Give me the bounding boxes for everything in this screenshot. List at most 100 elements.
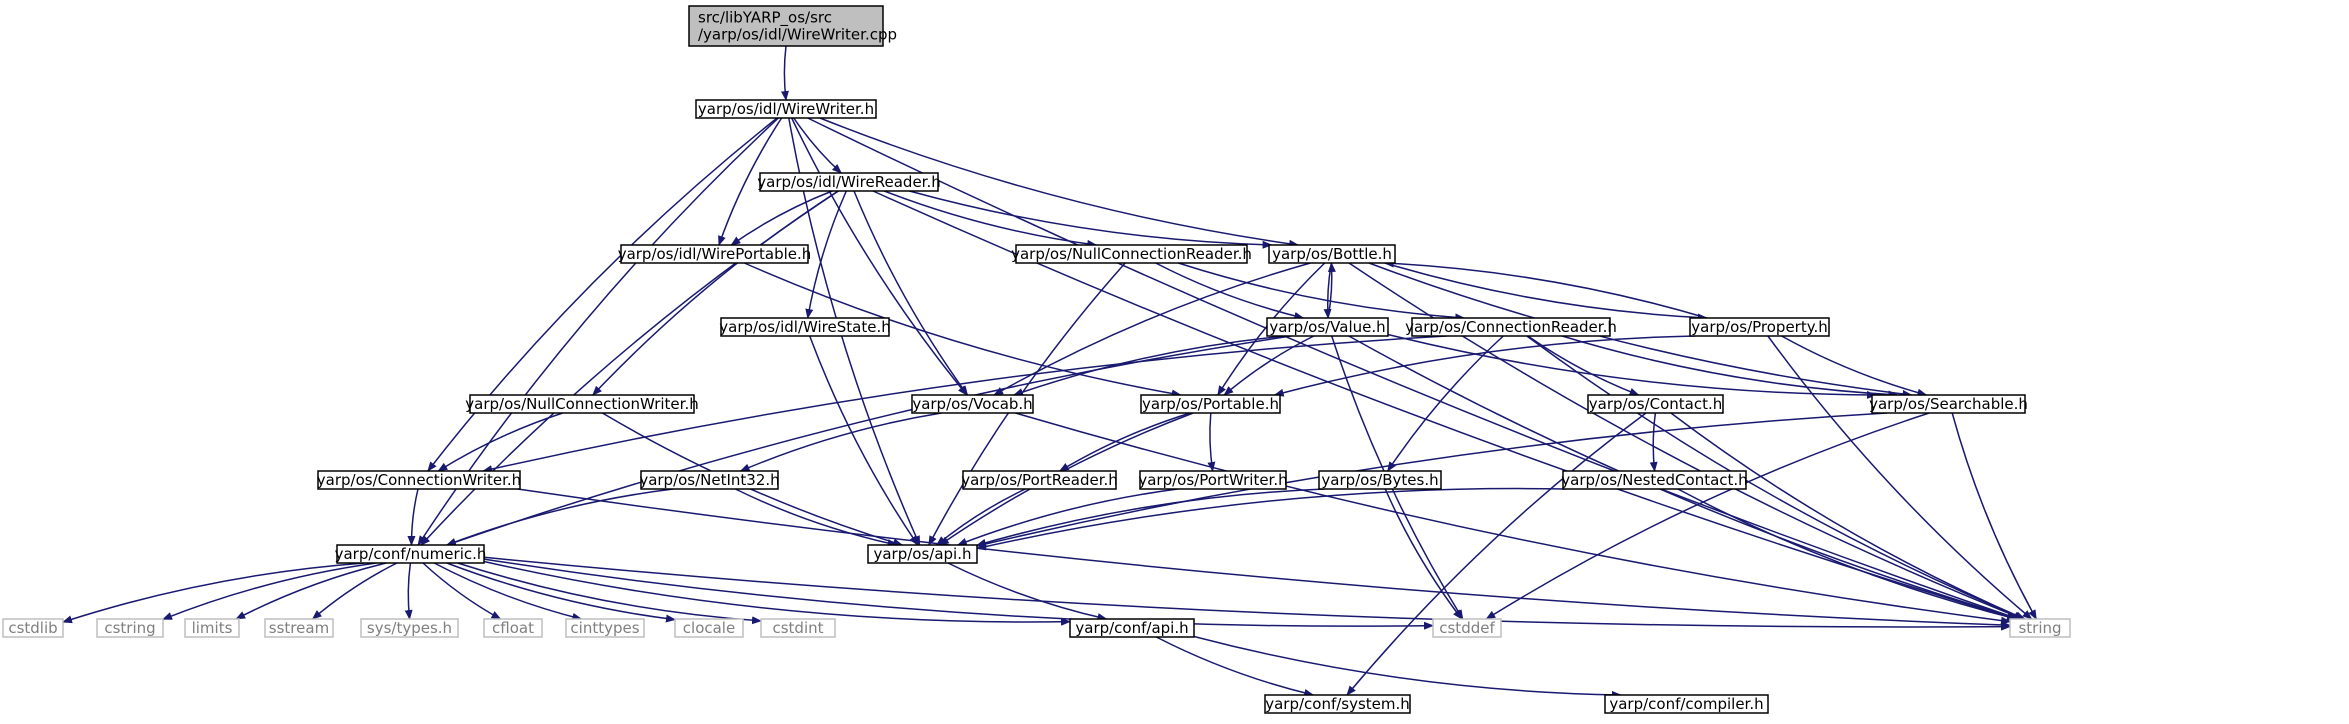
edge-connreader-to-bytes: [1387, 335, 1504, 472]
node-box-nestedcontact: [1562, 470, 1747, 490]
node-box-systypes: [360, 618, 459, 638]
node-portreader[interactable]: yarp/os/PortReader.h: [961, 470, 1118, 490]
edge-numeric-to-clocale: [446, 562, 676, 623]
edge-numeric-to-confapi: [483, 560, 1071, 626]
node-box-contact: [1587, 394, 1724, 414]
edge-nullconnwriter-to-connwriter: [437, 412, 563, 472]
edge-wirewriter-to-connwriter: [427, 117, 778, 472]
node-label-cstdlib: cstdlib: [8, 619, 57, 637]
node-box-portreader: [962, 470, 1117, 490]
node-box-wirereader: [759, 172, 939, 192]
node-box-bottle: [1268, 244, 1396, 264]
node-contact[interactable]: yarp/os/Contact.h: [1587, 394, 1724, 414]
node-box-osapi: [867, 544, 978, 564]
node-osapi[interactable]: yarp/os/api.h: [867, 544, 978, 564]
node-clocale: clocale: [674, 618, 744, 638]
edge-nestedcontact-to-osapi: [976, 487, 1566, 551]
node-label-cinttypes: cinttypes: [570, 619, 639, 637]
edge-wirestate-to-osapi: [808, 335, 919, 546]
node-searchable[interactable]: yarp/os/Searchable.h: [1869, 394, 2028, 414]
edge-numeric-to-cstdint: [457, 562, 762, 625]
node-box-cstddef: [1432, 618, 1502, 638]
node-system[interactable]: yarp/conf/system.h: [1264, 694, 1411, 714]
node-portwriter[interactable]: yarp/os/PortWriter.h: [1138, 470, 1288, 490]
node-bytes[interactable]: yarp/os/Bytes.h: [1318, 470, 1442, 490]
edge-netint32-to-numeric: [445, 488, 674, 546]
edge-connreader-to-contact: [1527, 335, 1640, 396]
edge-value-to-portable: [1223, 335, 1315, 396]
node-box-netint32: [640, 470, 779, 490]
node-wirestate[interactable]: yarp/os/idl/WireState.h: [719, 317, 891, 337]
node-box-searchable: [1871, 394, 2026, 414]
node-label-portreader: yarp/os/PortReader.h: [961, 471, 1118, 489]
node-box-connreader: [1411, 317, 1611, 337]
edge-value-to-searchable: [1387, 333, 1877, 399]
node-connwriter[interactable]: yarp/os/ConnectionWriter.h: [317, 470, 521, 490]
node-netint32[interactable]: yarp/os/NetInt32.h: [639, 470, 780, 490]
edge-netint32-to-osapi: [735, 488, 898, 547]
node-box-nullconnreader: [1015, 244, 1248, 264]
edge-numeric-to-systypes: [404, 562, 413, 620]
node-box-numeric: [336, 544, 485, 564]
node-compiler[interactable]: yarp/conf/compiler.h: [1604, 694, 1769, 714]
node-label-cstring: cstring: [104, 619, 155, 637]
edge-vocab-to-netint32: [739, 412, 942, 472]
node-label-value: yarp/os/Value.h: [1269, 318, 1385, 336]
node-box-compiler: [1604, 694, 1769, 714]
node-property[interactable]: yarp/os/Property.h: [1689, 317, 1830, 337]
node-label-searchable: yarp/os/Searchable.h: [1869, 395, 2028, 413]
node-cfloat: cfloat: [483, 618, 543, 638]
node-systypes: sys/types.h: [360, 618, 459, 638]
edge-contact-to-nestedcontact: [1649, 412, 1658, 472]
node-box-cinttypes: [565, 618, 645, 638]
edge-contact-to-system: [1346, 412, 1647, 696]
node-label-property: yarp/os/Property.h: [1691, 318, 1827, 336]
edge-property-to-searchable: [1781, 335, 1928, 397]
node-value[interactable]: yarp/os/Value.h: [1266, 317, 1389, 337]
edge-bytes-to-cstddef: [1384, 488, 1463, 620]
edge-value-to-bottle: [1327, 262, 1336, 319]
edge-bottle-to-searchable: [1368, 262, 1913, 398]
node-box-wireportable: [620, 244, 809, 264]
node-nullconnwriter[interactable]: yarp/os/NullConnectionWriter.h: [465, 394, 699, 414]
edge-numeric-to-sstream: [311, 562, 398, 620]
edge-connreader-to-string: [1526, 335, 2026, 620]
node-vocab[interactable]: yarp/os/Vocab.h: [911, 394, 1034, 414]
node-label-portwriter: yarp/os/PortWriter.h: [1138, 471, 1287, 489]
edge-wirereader-to-vocab: [853, 190, 969, 396]
node-label-connreader: yarp/os/ConnectionReader.h: [1405, 318, 1617, 336]
node-label-confapi: yarp/conf/api.h: [1075, 619, 1188, 637]
edge-portable-to-portreader: [1058, 412, 1191, 472]
node-wireportable[interactable]: yarp/os/idl/WirePortable.h: [618, 244, 812, 264]
node-bottle[interactable]: yarp/os/Bottle.h: [1268, 244, 1396, 264]
node-wirewriter[interactable]: yarp/os/idl/WireWriter.h: [695, 99, 877, 119]
node-box-cstdlib: [2, 618, 64, 638]
edge-wirereader-to-bottle: [909, 190, 1273, 249]
node-label-cfloat: cfloat: [492, 619, 534, 637]
node-cstdlib: cstdlib: [2, 618, 64, 638]
edge-numeric-to-cinttypes: [433, 562, 583, 621]
node-label-limits: limits: [192, 619, 233, 637]
edge-searchable-to-osapi: [976, 412, 1887, 548]
node-portable[interactable]: yarp/os/Portable.h: [1140, 394, 1281, 414]
node-nullconnreader[interactable]: yarp/os/NullConnectionReader.h: [1011, 244, 1252, 264]
node-label-root: /yarp/os/idl/WireWriter.cpp: [698, 26, 897, 44]
edge-nullconnreader-to-value: [1155, 262, 1305, 320]
node-box-connwriter: [317, 470, 521, 490]
node-label-wireportable: yarp/os/idl/WirePortable.h: [618, 245, 812, 263]
node-confapi[interactable]: yarp/conf/api.h: [1069, 618, 1195, 638]
node-numeric[interactable]: yarp/conf/numeric.h: [335, 544, 487, 564]
node-box-system: [1264, 694, 1411, 714]
edge-property-to-bottle: [1383, 259, 1708, 319]
node-box-confapi: [1069, 618, 1195, 638]
node-box-portable: [1140, 394, 1281, 414]
edge-wirewriter-to-wirereader: [793, 117, 842, 174]
node-box-cstring: [96, 618, 164, 638]
node-connreader[interactable]: yarp/os/ConnectionReader.h: [1405, 317, 1617, 337]
node-label-numeric: yarp/conf/numeric.h: [335, 545, 487, 563]
node-wirereader[interactable]: yarp/os/idl/WireReader.h: [757, 172, 941, 192]
node-nestedcontact[interactable]: yarp/os/NestedContact.h: [1561, 470, 1748, 490]
node-box-root: [688, 5, 884, 47]
edge-wireportable-to-portable: [743, 262, 1182, 398]
edge-bytes-to-osapi: [976, 488, 1325, 547]
